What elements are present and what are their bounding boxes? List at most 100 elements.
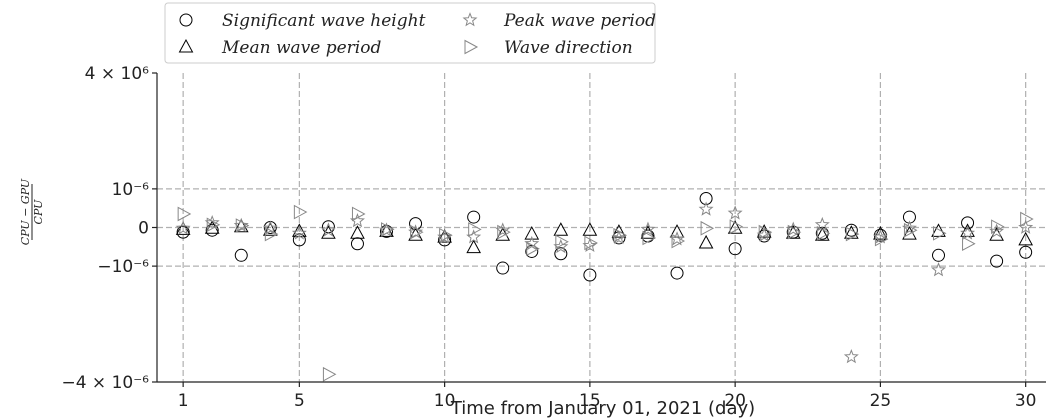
x-tick-label: 20 [724, 391, 746, 411]
data-point [727, 205, 743, 220]
data-point [874, 231, 889, 247]
data-point [409, 217, 423, 231]
grid-lines [157, 73, 1046, 382]
data-point [931, 262, 947, 277]
data-point [524, 235, 540, 251]
legend-marker [464, 39, 479, 55]
data-point [844, 223, 858, 237]
x-tick-label: 1 [178, 391, 189, 411]
data-point [787, 224, 802, 240]
data-point [756, 224, 772, 238]
data-point [293, 204, 308, 220]
data-point [903, 222, 918, 238]
data-point [960, 225, 976, 240]
data-point [583, 268, 597, 282]
data-point [845, 226, 860, 242]
legend-entry: Mean wave period [178, 38, 381, 58]
data-point [991, 219, 1005, 235]
y-tick-label: 0 [138, 219, 149, 239]
data-point [176, 225, 190, 239]
data-point [206, 217, 221, 233]
legend-frame [164, 2, 656, 64]
data-point [351, 206, 366, 222]
data-point [554, 247, 568, 261]
legend-entry: Wave direction [464, 38, 633, 58]
data-point [758, 224, 773, 240]
series-wave-direction [177, 204, 1034, 382]
data-point [177, 206, 192, 222]
legend-entry: Significant wave height [179, 11, 426, 31]
y-axis-label-numerator: CPU − GPU [19, 178, 32, 245]
data-point [1019, 245, 1033, 259]
data-point [698, 201, 714, 216]
data-point [814, 216, 830, 232]
data-point [262, 220, 278, 235]
data-point [439, 227, 453, 243]
data-point [350, 237, 364, 251]
data-point [1018, 231, 1034, 246]
data-point [932, 248, 946, 262]
data-point [931, 223, 946, 237]
data-point [961, 216, 975, 230]
y-tick-label: 4 × 10⁶ [85, 64, 149, 84]
data-point [524, 226, 540, 240]
legend-label: Peak wave period [503, 11, 656, 31]
data-point [671, 233, 686, 249]
x-tick-label: 10 [434, 391, 456, 411]
data-point [698, 234, 714, 249]
data-point [642, 230, 657, 246]
data-point [175, 220, 191, 235]
y-axis-label-denominator: CPU [32, 199, 45, 225]
data-point [322, 366, 337, 382]
legend-marker [178, 38, 194, 53]
data-point [264, 226, 279, 242]
plot-area [175, 192, 1034, 382]
data-point [438, 233, 452, 247]
series-peak-wave-period [175, 201, 1034, 364]
data-point [410, 224, 424, 240]
data-point [670, 266, 684, 280]
x-tick-label: 15 [579, 391, 601, 411]
data-point [584, 235, 598, 251]
data-point [1020, 211, 1034, 227]
legend-label: Significant wave height [222, 11, 426, 31]
data-point [235, 218, 250, 233]
x-tick-label: 5 [294, 391, 305, 411]
data-point [582, 222, 598, 236]
data-point [727, 220, 743, 234]
y-tick-label: −10⁻⁶ [97, 257, 149, 277]
data-point [699, 192, 713, 206]
data-point [437, 229, 452, 243]
y-axis-label: CPU − GPU CPU [19, 178, 45, 245]
x-tick-label: 30 [1015, 391, 1037, 411]
data-point [729, 219, 744, 235]
data-point [496, 261, 510, 275]
data-point [962, 236, 976, 252]
y-tick-label: −4 × 10⁻⁶ [61, 373, 149, 393]
data-point [526, 241, 540, 257]
data-point [843, 349, 859, 364]
x-axis-label: Time from January 01, 2021 (day) [450, 398, 755, 418]
data-point [350, 225, 365, 239]
data-point [816, 225, 831, 241]
legend-marker [179, 13, 193, 27]
data-point [728, 242, 742, 256]
data-point [700, 220, 715, 236]
data-point [467, 210, 481, 224]
legend-label: Wave direction [504, 38, 633, 58]
y-tick-label: 10⁻⁶ [112, 180, 150, 200]
legend-marker [462, 12, 478, 27]
legend-label: Mean wave period [221, 38, 381, 58]
data-point [933, 225, 947, 241]
data-point [234, 248, 248, 262]
data-point [553, 222, 569, 236]
data-point [468, 222, 482, 237]
data-point [320, 222, 336, 237]
x-tick-label: 25 [870, 391, 892, 411]
data-point [291, 225, 307, 240]
data-point [640, 221, 656, 236]
data-point [611, 224, 627, 238]
data-point [205, 223, 219, 237]
data-point [466, 239, 482, 254]
